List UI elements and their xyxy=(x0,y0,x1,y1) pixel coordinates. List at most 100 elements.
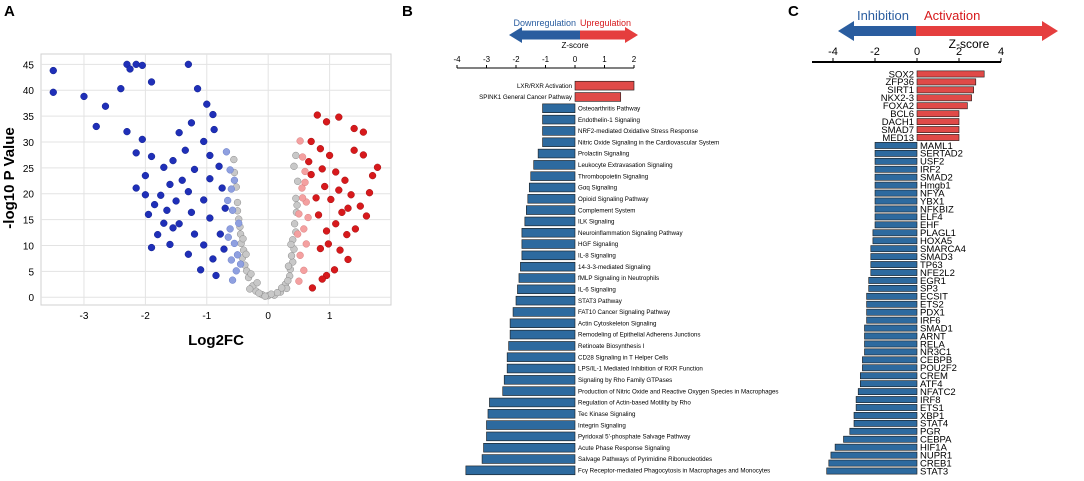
bar-label: NFYA xyxy=(920,188,945,199)
zscore-bar xyxy=(512,307,576,317)
bar-label: Nitric Oxide Signaling in the Cardiovasc… xyxy=(578,139,719,146)
bar-label: FOXA2 xyxy=(883,101,914,112)
bar-label: STAT3 xyxy=(920,466,948,477)
y-tick-label: 15 xyxy=(23,216,35,227)
bar-label: YBX1 xyxy=(920,196,944,207)
bar-label: SP3 xyxy=(920,284,938,295)
neutral-point xyxy=(261,292,269,300)
zscore-bar xyxy=(830,451,918,459)
down-point xyxy=(172,197,180,205)
up-point xyxy=(336,246,344,254)
bar-label: CREB1 xyxy=(920,458,952,469)
y-tick-label: 5 xyxy=(28,267,34,278)
zscore-bar xyxy=(481,454,576,464)
zscore-bar xyxy=(872,237,918,245)
zscore-bar xyxy=(521,228,576,238)
zscore-bar xyxy=(542,103,576,113)
zscore-bar xyxy=(864,340,918,348)
up-point xyxy=(318,165,326,173)
down-point xyxy=(138,135,146,144)
zscore-bar xyxy=(506,352,576,362)
down-point xyxy=(132,184,140,192)
bar-label: NFKBIZ xyxy=(920,204,954,215)
c-bars: SOX2ZFP36SIRT1NKX2-3FOXA2BCL6DACH1SMAD7M… xyxy=(826,69,985,477)
down-point xyxy=(147,243,156,252)
up-point xyxy=(356,202,364,210)
bar-label: IRF2 xyxy=(920,165,941,176)
bar-label: Endothelin-1 Signaling xyxy=(578,117,640,124)
up-point xyxy=(359,151,368,159)
down-light-point xyxy=(222,148,231,156)
zscore-bar xyxy=(874,173,918,181)
down-point xyxy=(215,162,223,170)
x-tick-label: 4 xyxy=(998,46,1004,58)
zscore-bar xyxy=(486,431,576,442)
zscore-bar xyxy=(874,221,918,229)
up-point xyxy=(314,211,323,219)
up-light-point xyxy=(302,240,310,248)
zscore-bar xyxy=(853,419,918,427)
zscore-bar xyxy=(916,86,975,94)
zscore-bar xyxy=(916,102,968,110)
neutral-point xyxy=(239,235,247,243)
neutral-point xyxy=(267,290,275,298)
bar-label: Pyridoxal 5'-phosphate Salvage Pathway xyxy=(578,434,691,441)
bar-label: MED13 xyxy=(882,133,914,144)
down-light-point xyxy=(226,225,234,233)
zscore-bar xyxy=(868,277,918,284)
volcano-x-axis-label: Log2FC xyxy=(188,332,244,349)
x-tick-label: 1 xyxy=(327,311,333,322)
down-light-point xyxy=(230,176,239,184)
zscore-bar xyxy=(859,372,918,380)
bar-label: Opioid Signaling Pathway xyxy=(578,196,649,203)
down-point xyxy=(154,230,162,239)
up-light-point xyxy=(295,210,303,218)
down-point xyxy=(216,230,224,238)
bar-label: IL-6 Signaling xyxy=(578,286,616,293)
up-point xyxy=(344,255,352,264)
up-point xyxy=(330,266,339,274)
bar-label: PDX1 xyxy=(920,308,945,319)
up-point xyxy=(359,128,368,136)
neutral-point xyxy=(284,262,293,270)
zscore-bar xyxy=(857,388,918,396)
bar-label: Gαq Signaling xyxy=(578,185,618,192)
bar-label: Fcγ Receptor-mediated Phagocytosis in Ma… xyxy=(578,468,770,475)
down-point xyxy=(220,245,228,253)
neutral-point xyxy=(284,277,292,285)
up-light-point xyxy=(300,266,308,274)
up-point xyxy=(335,113,343,121)
up-light-point xyxy=(301,167,309,176)
bar-label: Actin Cytoskeleton Signaling xyxy=(578,320,657,327)
down-light-point xyxy=(226,166,234,174)
neutral-point xyxy=(247,270,255,278)
b-axis: -4 -3 -2 -1 0 1 2 xyxy=(453,55,637,69)
zscore-bar xyxy=(487,409,576,419)
zscore-bar xyxy=(521,250,576,261)
down-point xyxy=(175,129,183,137)
bar-label: DACH1 xyxy=(882,117,914,128)
bar-label: NFATC2 xyxy=(920,387,956,398)
down-point xyxy=(184,250,193,258)
b-zscore-label: Z-score xyxy=(561,41,589,50)
x-tick-label: -3 xyxy=(483,55,491,64)
zscore-bar xyxy=(826,467,918,475)
zscore-bar xyxy=(828,459,918,467)
bar-label: NKX2-3 xyxy=(881,93,914,104)
up-point xyxy=(321,182,329,191)
up-point xyxy=(347,191,355,199)
bar-label: SMAD2 xyxy=(920,173,953,184)
neutral-point xyxy=(294,177,302,185)
down-point xyxy=(160,219,168,227)
down-point xyxy=(101,102,110,110)
down-point xyxy=(157,191,165,199)
down-point xyxy=(206,214,214,222)
down-point xyxy=(221,204,229,212)
zscore-bar xyxy=(843,435,918,443)
bar-label: Osteoarthritis Pathway xyxy=(578,105,641,112)
zscore-bar xyxy=(521,239,576,249)
down-point xyxy=(209,255,217,263)
bar-label: CEBPB xyxy=(920,355,952,366)
c-axis: -4 -2 0 2 4 xyxy=(812,46,1004,63)
y-tick-label: 30 xyxy=(23,138,35,149)
